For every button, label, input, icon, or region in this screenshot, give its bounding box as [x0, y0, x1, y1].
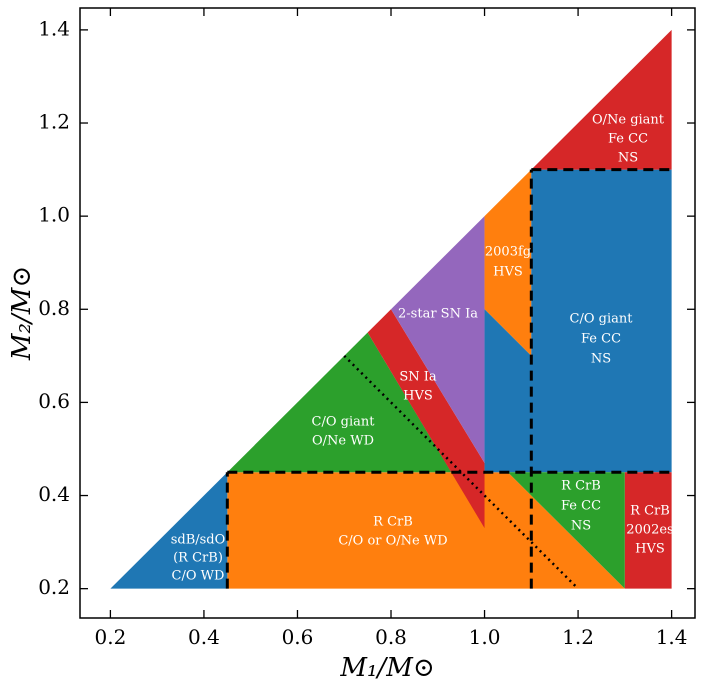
region-label: C/O WD: [172, 569, 225, 584]
region-label: (R CrB): [173, 551, 223, 566]
y-tick-label: 0.8: [38, 296, 70, 320]
x-tick-label: 1.0: [469, 625, 501, 649]
y-tick-label: 0.2: [38, 575, 70, 599]
y-tick-label: 0.6: [38, 389, 70, 413]
region-label: R CrB: [373, 515, 413, 530]
x-tick-label: 0.8: [375, 625, 407, 649]
region: [110, 472, 228, 589]
region-label: R CrB: [561, 479, 601, 494]
region-label: C/O or O/Ne WD: [338, 534, 447, 549]
region-label: O/Ne WD: [312, 434, 374, 449]
region: [227, 472, 625, 589]
region-label: NS: [571, 519, 591, 534]
region-label: SN Ia: [399, 370, 437, 385]
region-label: 2-star SN Ia: [398, 307, 478, 322]
region: [531, 29, 672, 170]
region: [227, 332, 452, 473]
x-axis-label: M₁/M⊙: [339, 653, 434, 683]
y-axis-label: M₂/M⊙: [7, 266, 37, 361]
x-tick-label: 0.6: [282, 625, 314, 649]
region-label: HVS: [493, 265, 523, 280]
plot-frame: [79, 7, 696, 619]
region-label: Fe CC: [581, 332, 621, 347]
region-label: 2003fg: [485, 245, 531, 260]
y-tick-label: 1.4: [38, 16, 70, 40]
region-label: sdB/sdO: [171, 533, 226, 548]
region-label: NS: [618, 151, 638, 166]
region-label: C/O giant: [312, 415, 376, 430]
x-tick-label: 0.2: [94, 625, 126, 649]
x-tick-label: 1.2: [562, 625, 594, 649]
y-tick-label: 1.0: [38, 203, 70, 227]
region-label: Fe CC: [608, 132, 648, 147]
region-label: 2002es: [626, 523, 673, 538]
region-label: O/Ne giant: [592, 113, 665, 128]
y-tick-label: 0.4: [38, 482, 70, 506]
x-tick-label: 1.4: [656, 625, 688, 649]
region: [391, 216, 485, 463]
region-label: R CrB: [630, 504, 670, 519]
region-label: HVS: [635, 542, 665, 557]
region: [624, 472, 672, 589]
boundary-line: [343, 354, 579, 590]
region: [484, 169, 532, 356]
region: [507, 472, 625, 589]
region-label: Fe CC: [561, 499, 601, 514]
region-label: C/O giant: [570, 312, 634, 327]
x-tick-label: 0.4: [188, 625, 220, 649]
y-tick-label: 1.2: [38, 110, 70, 134]
region-label: NS: [591, 352, 611, 367]
region-label: HVS: [403, 389, 433, 404]
